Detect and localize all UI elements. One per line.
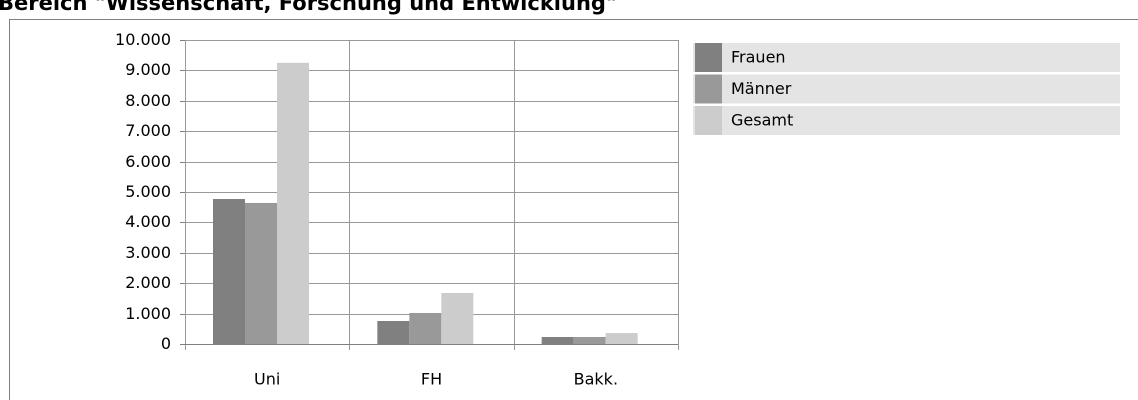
legend-swatch	[695, 106, 722, 135]
y-tick-label: 2.000	[125, 273, 171, 292]
y-tick-label: 0	[161, 334, 171, 353]
x-tick-label: Bakk.	[574, 370, 618, 389]
bar	[441, 292, 474, 344]
legend-swatch	[695, 43, 722, 72]
legend-label: Frauen	[731, 48, 786, 67]
legend-label: Gesamt	[731, 111, 793, 130]
bar	[573, 337, 606, 344]
y-tick-label: 10.000	[115, 30, 171, 49]
y-tick-label: 5.000	[125, 182, 171, 201]
legend-row	[693, 106, 1120, 135]
legend-row	[693, 43, 1120, 72]
y-tick-label: 3.000	[125, 243, 171, 262]
y-tick-label: 7.000	[125, 121, 171, 140]
bar	[409, 312, 442, 344]
y-tick-label: 1.000	[125, 304, 171, 323]
y-tick-label: 8.000	[125, 91, 171, 110]
y-tick-label: 9.000	[125, 60, 171, 79]
legend-row	[693, 74, 1120, 104]
x-tick-label: FH	[421, 370, 442, 389]
bar	[605, 333, 638, 344]
chart-title: Bereich "Wissenschaft, Forschung und Ent…	[0, 0, 617, 15]
bar	[245, 202, 277, 344]
bar	[213, 198, 245, 344]
legend-swatch	[695, 74, 722, 104]
y-tick-label: 4.000	[125, 212, 171, 231]
legend-label: Männer	[731, 79, 792, 98]
chart-frame	[9, 19, 1138, 400]
bar	[377, 320, 410, 344]
bar	[541, 337, 574, 344]
y-tick-label: 6.000	[125, 152, 171, 171]
bar	[277, 62, 309, 345]
x-tick-label: Uni	[254, 370, 280, 389]
